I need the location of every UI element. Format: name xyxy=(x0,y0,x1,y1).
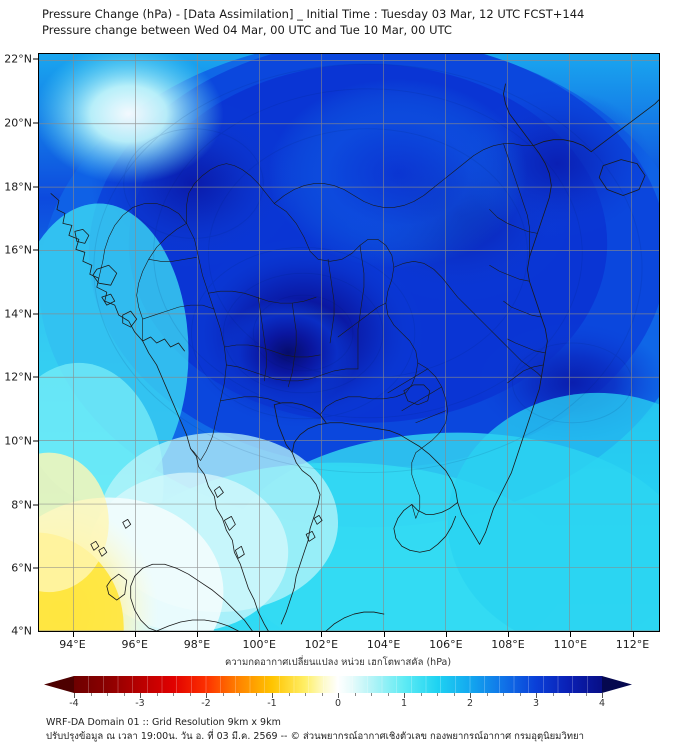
colorbar-minor-tick xyxy=(189,693,191,696)
colorbar-gradient xyxy=(44,676,632,693)
x-axis-tick-102E: 102°E xyxy=(304,638,339,651)
map-frame xyxy=(38,53,660,632)
colorbar-svg xyxy=(44,676,632,693)
y-axis-tick-14N: 14°N xyxy=(4,307,32,321)
footer-domain-info: WRF-DA Domain 01 :: Grid Resolution 9km … xyxy=(46,717,281,728)
colorbar-minor-tick xyxy=(371,693,372,696)
colorbar-minor-tick xyxy=(222,693,224,696)
colorbar-minor-tick xyxy=(173,693,174,696)
footer-credit: ปรับปรุงข้อมูล ณ เวลา 19:00น. วัน อ. ที่… xyxy=(46,731,584,742)
colorbar-tick-label: 3 xyxy=(532,698,540,709)
colorbar-major-tick xyxy=(470,693,471,698)
colorbar-minor-tick xyxy=(239,693,240,696)
colorbar-minor-tick xyxy=(354,693,356,696)
colorbar-tick-label: 4 xyxy=(598,698,606,709)
colorbar-minor-tick xyxy=(90,693,92,696)
map-coastlines xyxy=(50,83,659,631)
colorbar-minor-tick xyxy=(107,693,108,696)
y-axis-tick-22N: 22°N xyxy=(4,52,32,66)
colorbar-minor-tick xyxy=(123,693,125,696)
pressure-change-heatmap xyxy=(39,54,659,631)
chart-title-line-1: Pressure Change (hPa) - [Data Assimilati… xyxy=(42,7,585,21)
colorbar-minor-tick xyxy=(387,693,389,696)
colorbar-major-tick xyxy=(206,693,207,698)
colorbar-minor-tick xyxy=(453,693,455,696)
colorbar-minor-tick xyxy=(288,693,290,696)
y-axis-tick-10N: 10°N xyxy=(4,434,32,448)
y-axis-tick-4N: 4°N xyxy=(11,624,32,638)
colorbar-minor-tick xyxy=(156,693,158,696)
colorbar-major-tick xyxy=(140,693,141,698)
y-axis-tick-16N: 16°N xyxy=(4,243,32,257)
colorbar-minor-tick xyxy=(503,693,504,696)
colorbar-minor-tick xyxy=(585,693,587,696)
x-axis-tick-106E: 106°E xyxy=(429,638,463,651)
colorbar-minor-tick xyxy=(255,693,257,696)
colorbar-tick-label: 1 xyxy=(400,698,408,709)
map-plot-area: 22°N 20°N 18°N 16°N 14°N 12°N 10°N 8°N 6… xyxy=(4,53,660,651)
x-axis-tick-96E: 96°E xyxy=(121,638,148,651)
colorbar-major-tick xyxy=(74,693,75,698)
y-axis-tick-18N: 18°N xyxy=(4,180,32,194)
colorbar-tick-label: -2 xyxy=(201,698,211,709)
colorbar-ticks: -4 -3 -2 -1 0 1 2 3 4 xyxy=(44,693,632,711)
x-axis-tick-100E: 100°E xyxy=(242,638,276,651)
tonle-sap-lake xyxy=(403,384,431,406)
colorbar-major-tick xyxy=(404,693,405,698)
colorbar-tick-label: -3 xyxy=(135,698,145,709)
colorbar-minor-tick xyxy=(321,693,323,696)
colorbar-tick-label: -4 xyxy=(69,698,79,709)
colorbar-minor-tick xyxy=(486,693,488,696)
colorbar-major-tick xyxy=(602,693,603,698)
x-axis-tick-104E: 104°E xyxy=(366,638,401,651)
colorbar-minor-tick xyxy=(305,693,306,696)
y-axis-tick-20N: 20°N xyxy=(4,116,32,130)
colorbar-tick-label: 2 xyxy=(466,698,474,709)
x-axis-tick-112E: 112°E xyxy=(615,638,650,651)
colorbar-block: ความกดอากาศเปลี่ยนแปลง หน่วย เฮกโตพาสคัล… xyxy=(0,655,676,713)
footer-block: WRF-DA Domain 01 :: Grid Resolution 9km … xyxy=(46,716,666,744)
x-axis-tick-98E: 98°E xyxy=(183,638,211,651)
colorbar-body xyxy=(74,676,602,693)
colorbar-major-tick xyxy=(272,693,273,698)
y-axis-tick-12N: 12°N xyxy=(4,370,32,384)
x-axis-tick-110E: 110°E xyxy=(553,638,588,651)
colorbar-tick-label: -1 xyxy=(267,698,277,709)
colorbar-minor-tick xyxy=(552,693,554,696)
colorbar-max-arrow xyxy=(602,676,632,693)
chart-title-block: Pressure Change (hPa) - [Data Assimilati… xyxy=(42,6,662,38)
colorbar-tick-label: 0 xyxy=(334,698,342,709)
colorbar-major-tick xyxy=(536,693,537,698)
colorbar-label: ความกดอากาศเปลี่ยนแปลง หน่วย เฮกโตพาสคัล… xyxy=(224,657,452,668)
map-gridlines xyxy=(39,54,659,631)
y-axis-tick-6N: 6°N xyxy=(11,561,32,575)
chart-title-line-2: Pressure change between Wed 04 Mar, 00 U… xyxy=(42,23,452,37)
x-axis-tick-94E: 94°E xyxy=(59,638,86,651)
x-axis-tick-108E: 108°E xyxy=(491,638,525,651)
colorbar-major-tick xyxy=(338,693,339,698)
colorbar-minor-tick xyxy=(569,693,570,696)
colorbar-minor-tick xyxy=(420,693,422,696)
y-axis-tick-8N: 8°N xyxy=(11,498,32,512)
colorbar-minor-tick xyxy=(519,693,521,696)
colorbar-minor-tick xyxy=(437,693,438,696)
colorbar-min-arrow xyxy=(44,676,74,693)
